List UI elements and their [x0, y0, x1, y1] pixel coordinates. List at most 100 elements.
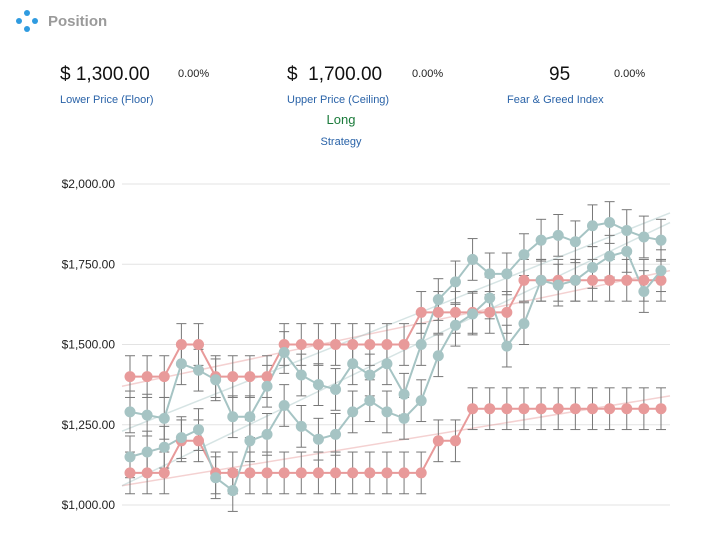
data-point — [655, 403, 667, 415]
data-point — [467, 253, 479, 265]
data-point — [552, 229, 564, 241]
data-point — [432, 306, 444, 318]
data-point — [638, 286, 650, 298]
data-point — [312, 339, 324, 350]
header: Position — [16, 10, 107, 32]
data-point — [227, 371, 239, 383]
data-point — [381, 339, 393, 350]
series-line — [129, 250, 662, 493]
data-point — [432, 435, 444, 447]
data-point — [518, 274, 530, 286]
data-point — [330, 383, 342, 395]
strategy: Long Strategy — [291, 112, 391, 148]
data-point — [193, 424, 205, 436]
data-point — [535, 274, 547, 286]
data-point — [244, 467, 256, 479]
data-point — [501, 340, 513, 352]
data-point — [278, 399, 290, 411]
data-point — [175, 358, 187, 370]
data-point — [398, 388, 410, 400]
data-point — [415, 339, 427, 350]
data-point — [141, 409, 153, 421]
data-point — [295, 467, 307, 479]
data-point — [449, 319, 461, 331]
data-point — [638, 231, 650, 243]
data-point — [158, 467, 170, 479]
data-point — [227, 485, 239, 497]
y-tick-label: $1,000.00 — [62, 498, 116, 512]
data-point — [398, 467, 410, 479]
fear-greed-label: Fear & Greed Index — [507, 94, 604, 106]
data-point — [124, 406, 136, 418]
data-point — [569, 403, 581, 415]
data-point — [347, 339, 359, 350]
data-point — [415, 467, 427, 479]
data-point — [501, 268, 513, 280]
data-point — [312, 433, 324, 445]
data-point — [381, 406, 393, 418]
data-point — [638, 403, 650, 415]
data-point — [193, 435, 205, 447]
data-point — [467, 403, 479, 415]
fear-greed-value: 95 — [549, 64, 571, 85]
data-point — [193, 364, 205, 376]
data-point — [518, 249, 530, 261]
data-point — [347, 358, 359, 370]
data-point — [621, 245, 633, 257]
ceiling-value: $ 1,700.00 — [287, 64, 383, 85]
data-point — [501, 306, 513, 318]
floor-label: Lower Price (Floor) — [60, 94, 154, 106]
data-point — [364, 339, 376, 350]
data-point — [655, 234, 667, 246]
ceiling-change: 0.00% — [412, 68, 444, 80]
data-point — [244, 371, 256, 383]
data-point — [175, 339, 187, 350]
data-point — [449, 435, 461, 447]
data-point — [364, 467, 376, 479]
data-point — [655, 274, 667, 286]
data-point — [261, 428, 273, 440]
data-point — [467, 308, 479, 320]
data-point — [124, 371, 136, 383]
data-point — [586, 261, 598, 273]
data-point — [141, 371, 153, 383]
data-point — [210, 472, 222, 484]
data-point — [278, 347, 290, 359]
data-point — [312, 379, 324, 391]
trend-line — [121, 221, 671, 487]
data-point — [432, 350, 444, 362]
data-point — [227, 467, 239, 479]
trend-line — [121, 212, 671, 432]
data-point — [175, 432, 187, 444]
data-point — [312, 467, 324, 479]
data-point — [655, 265, 667, 277]
data-point — [244, 411, 256, 423]
y-tick-label: $1,250.00 — [62, 418, 116, 432]
data-point — [347, 406, 359, 418]
data-point — [621, 403, 633, 415]
data-point — [484, 268, 496, 280]
data-point — [330, 428, 342, 440]
y-tick-label: $1,750.00 — [62, 257, 116, 271]
data-point — [364, 369, 376, 381]
data-point — [158, 441, 170, 453]
data-point — [278, 467, 290, 479]
data-point — [484, 306, 496, 318]
data-point — [535, 234, 547, 246]
data-point — [552, 279, 564, 291]
trend-line — [121, 269, 671, 387]
data-point — [244, 435, 256, 447]
data-point — [586, 220, 598, 232]
strategy-label: Strategy — [320, 136, 362, 148]
data-point — [569, 274, 581, 286]
data-point — [124, 451, 136, 463]
data-point — [261, 467, 273, 479]
data-point — [381, 467, 393, 479]
data-point — [552, 403, 564, 415]
data-point — [347, 467, 359, 479]
data-point — [449, 276, 461, 288]
data-point — [330, 467, 342, 479]
dots-diamond-icon — [16, 10, 38, 32]
data-point — [604, 403, 616, 415]
data-point — [621, 225, 633, 237]
